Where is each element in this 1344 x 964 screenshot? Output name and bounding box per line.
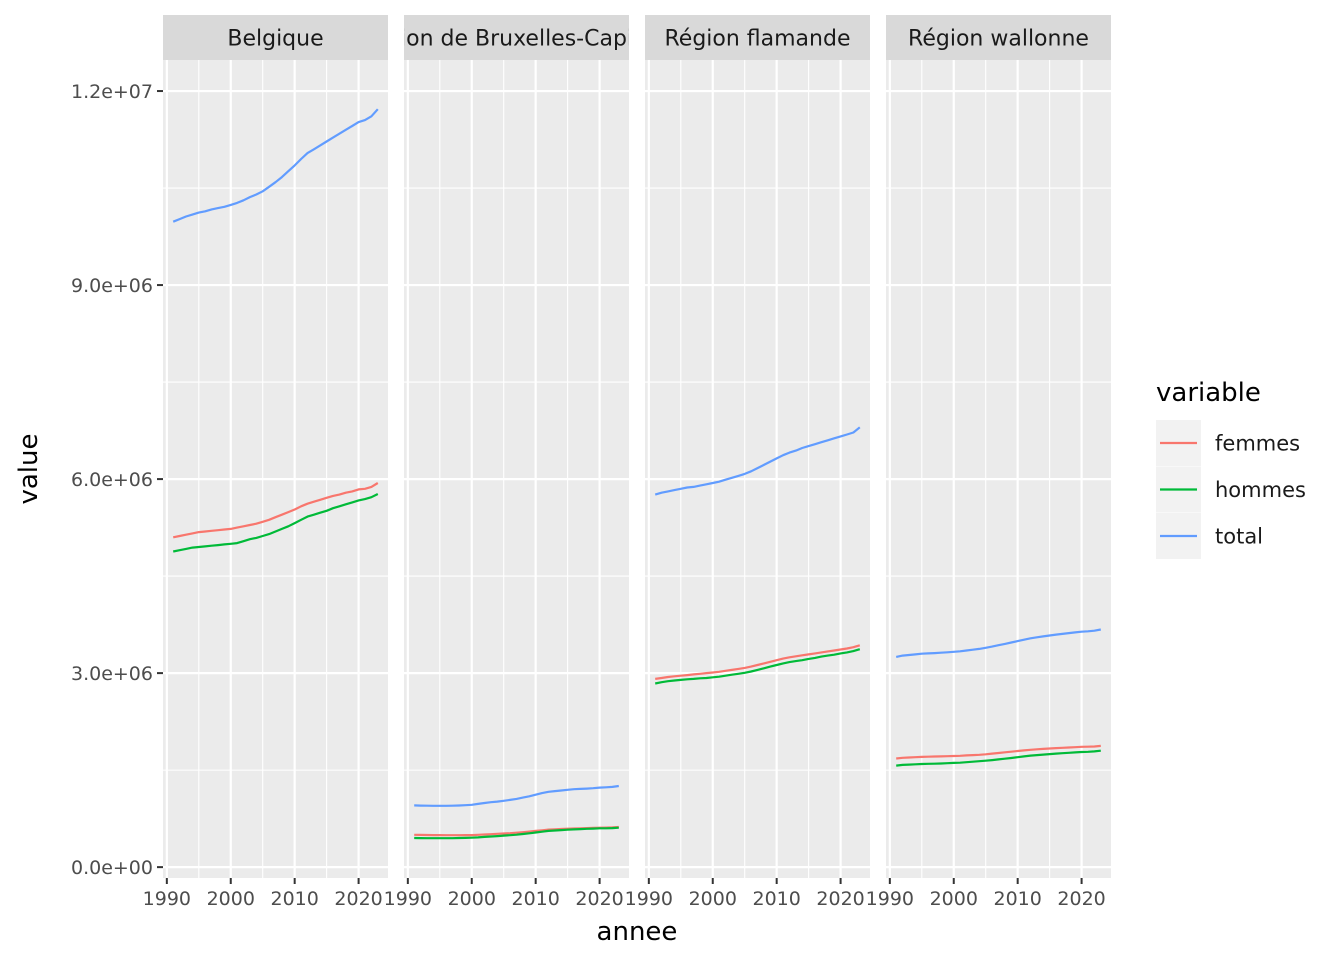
facet-strip-label-group: Région wallonne [908,27,1089,52]
legend: variable femmes hommes total [1156,378,1306,559]
series-line-hommes [172,493,379,553]
y-tick-label: 6.0e+06 [71,469,153,491]
facet-strip-label-group: Région de Bruxelles-Capitale [358,27,675,52]
facet-strip-label: Région wallonne [908,27,1089,52]
x-tick-label: 1990 [143,888,191,910]
x-tick-label: 2020 [1057,888,1105,910]
y-tick-label: 0.0e+00 [71,857,153,879]
panel-background [404,60,629,878]
facet-panel-1: Belgique 1990 2000 2010 2020 [143,15,388,910]
legend-label-total: total [1215,525,1263,549]
series-line-hommes [414,826,619,840]
facet-panel-2: Région de Bruxelles-Capitale 1990 2000 2010… [358,15,675,910]
x-tick-label: 2020 [816,888,864,910]
x-tick-label: 2010 [752,888,800,910]
legend-label-femmes: femmes [1215,432,1300,456]
series-line-total [654,426,861,496]
x-tick-label: 2020 [334,888,382,910]
facet-panel-3: Région flamande 1990 2000 2010 2020 [625,15,870,910]
facet-strip-label: Région de Bruxelles-Capitale [358,27,675,52]
facet-strip [163,15,388,60]
series-line-femmes [655,644,861,680]
x-tick-label: 2010 [270,888,318,910]
y-axis-title: value [14,433,44,504]
x-tick-label: 1990 [384,888,432,910]
panel-background [163,60,388,878]
y-tick-label: 1.2e+07 [71,81,153,103]
facet-strip [645,15,870,60]
y-tick-label: 3.0e+06 [71,663,153,685]
facet-strip-label-group: Belgique [227,27,323,52]
facet-panel-4: Région wallonne 1990 2000 2010 2020 [866,15,1111,910]
series-line-femmes [896,744,1101,760]
series-line-total [895,628,1102,658]
facet-strip-label: Belgique [227,27,323,52]
series-line-hommes [896,749,1101,767]
x-tick-label: 2000 [448,888,496,910]
x-tick-label: 1990 [625,888,673,910]
facet-strip-label-group: Région flamande [664,27,850,52]
x-tick-label: 2010 [511,888,559,910]
x-tick-label: 2000 [207,888,255,910]
series-line-total [414,784,619,807]
facet-strip [886,15,1111,60]
facet-strip [404,15,629,60]
series-line-total [172,108,379,223]
x-axis-title: annee [597,917,678,947]
legend-label-hommes: hommes [1215,478,1306,502]
series-line-hommes [654,648,861,685]
y-tick-label: 9.0e+06 [71,275,153,297]
x-tick-label: 2000 [689,888,737,910]
legend-title: variable [1156,378,1261,408]
facet-strip-label: Région flamande [664,27,850,52]
x-tick-label: 1990 [866,888,914,910]
series-line-femmes [172,482,379,539]
panel-background [886,60,1111,878]
x-tick-label: 2020 [575,888,623,910]
x-tick-label: 2000 [930,888,978,910]
x-tick-label: 2010 [993,888,1041,910]
